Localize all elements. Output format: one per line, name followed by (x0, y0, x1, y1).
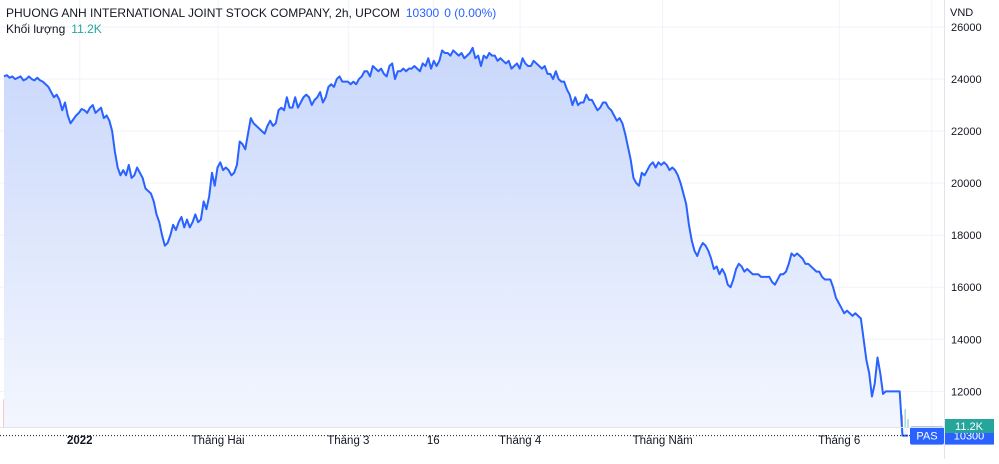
price-badge-value: 10300 (954, 431, 985, 443)
legend-volume-row: Khối lượng 11.2K (6, 21, 496, 37)
y-tick-label: 18000 (951, 230, 982, 242)
volume-bar (904, 409, 906, 427)
symbol-title[interactable]: PHUONG ANH INTERNATIONAL JOINT STOCK COM… (6, 6, 400, 20)
time-axis-divider (0, 427, 944, 428)
volume-label[interactable]: Khối lượng (6, 22, 66, 36)
y-tick-label: 20000 (951, 178, 982, 190)
y-tick-label: 12000 (951, 386, 982, 398)
volume-badge-box (944, 419, 994, 433)
currency-label: VND (950, 7, 974, 19)
y-tick-label: 26000 (951, 22, 982, 34)
volume-value: 11.2K (71, 22, 102, 36)
volume-bar (907, 419, 909, 427)
price-axis-divider (944, 0, 945, 459)
x-tick-label: Tháng 3 (327, 435, 369, 447)
x-tick-label: Tháng Năm (633, 435, 693, 447)
price-badge-symbol: PAS (916, 431, 937, 443)
y-tick-label: 14000 (951, 334, 982, 346)
price-change-value: 0 (0.00%) (444, 6, 497, 20)
x-tick-label: 16 (427, 435, 440, 447)
y-tick-label: 22000 (951, 126, 982, 138)
legend-title-row: PHUONG ANH INTERNATIONAL JOINT STOCK COM… (6, 5, 496, 21)
x-tick-label: Tháng Hai (192, 435, 245, 447)
chart-legend: PHUONG ANH INTERNATIONAL JOINT STOCK COM… (6, 5, 496, 37)
price-badge-symbol-box (910, 426, 944, 445)
x-tick-label: 2022 (67, 435, 93, 447)
volume-badge-value: 11.2K (955, 421, 984, 433)
y-tick-label: 24000 (951, 74, 982, 86)
volume-badge: 11.2K (944, 419, 994, 433)
price-line (3, 46, 908, 437)
y-tick-label: 16000 (951, 282, 982, 294)
last-price-value: 10300 (405, 6, 440, 20)
price-area (4, 47, 908, 436)
x-tick-label: Tháng 6 (818, 435, 860, 447)
x-tick-label: Tháng 4 (499, 435, 542, 447)
